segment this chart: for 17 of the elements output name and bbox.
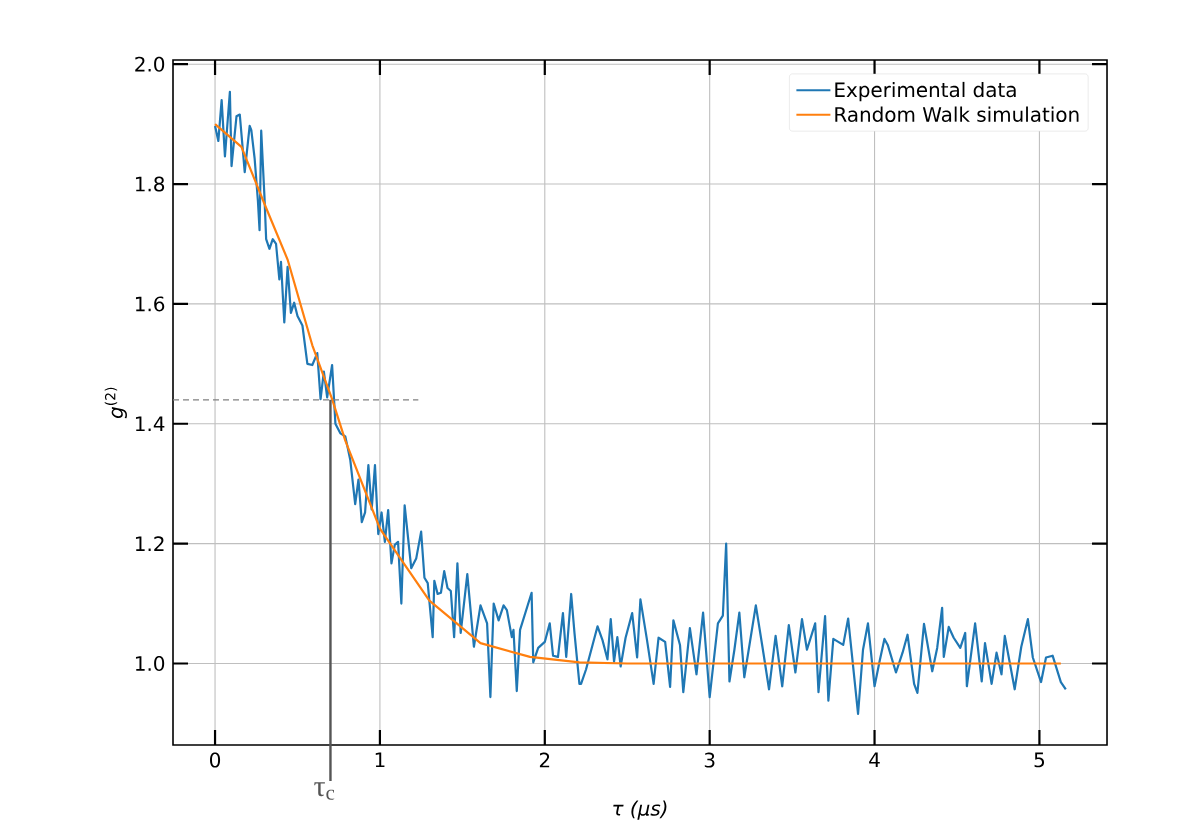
x-tick-label: 5: [1034, 752, 1045, 768]
y-tick-label: 1.6: [135, 296, 165, 312]
x-tick-label: 2: [539, 752, 550, 768]
y-tick-label: 2.0: [135, 56, 165, 72]
x-tick-label: 0: [210, 752, 221, 768]
y-tick-label: 1.8: [135, 176, 165, 192]
y-axis-title: g$^{(2)}$: [104, 387, 127, 419]
ref-line-label: τ$_{c}$: [314, 782, 335, 800]
y-tick-label: 1.4: [135, 416, 165, 432]
legend-label: Experimental data: [835, 81, 1016, 102]
x-tick-label: 3: [704, 752, 715, 768]
legend-label: Random Walk simulation: [835, 106, 1079, 122]
y-tick-label: 1.0: [135, 655, 165, 672]
y-tick-label: 1.2: [135, 536, 164, 552]
x-tick-label: 4: [869, 752, 880, 768]
x-tick-label: 1: [375, 752, 385, 768]
x-axis-title: τ (μs): [613, 800, 667, 820]
